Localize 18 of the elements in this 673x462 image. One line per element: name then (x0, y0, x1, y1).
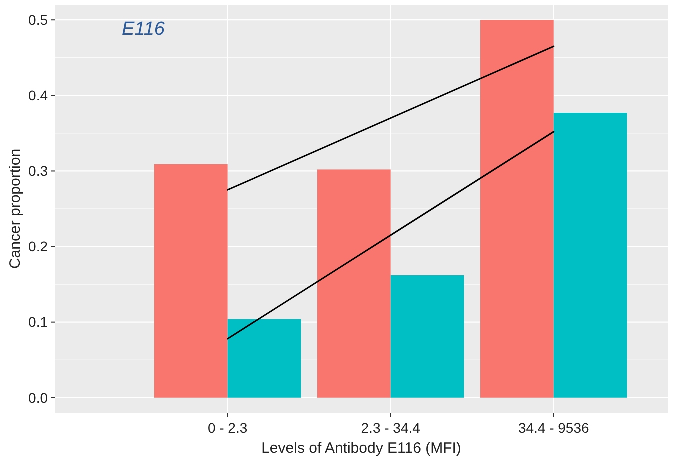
bar (554, 113, 628, 398)
y-tick-label: 0.1 (28, 314, 48, 330)
x-tick-label: 34.4 - 9536 (518, 420, 590, 436)
y-tick-label: 0.3 (28, 163, 48, 180)
y-axis-title: Cancer proportion (7, 148, 24, 270)
y-tick-label: 0.0 (28, 390, 48, 406)
x-tick-label: 2.3 - 34.4 (361, 420, 421, 436)
bar (154, 164, 228, 398)
x-axis-title: Levels of Antibody E116 (MFI) (262, 440, 462, 457)
bar (480, 20, 554, 398)
bar (390, 275, 464, 398)
bar (317, 170, 391, 398)
text: E116 (122, 19, 166, 40)
y-tick-label: 0.5 (28, 12, 48, 28)
bar (228, 319, 302, 398)
x-tick-label: 0 - 2.3 (208, 420, 248, 436)
y-tick-label: 0.4 (28, 88, 48, 104)
y-tick-label: 0.2 (28, 238, 48, 255)
